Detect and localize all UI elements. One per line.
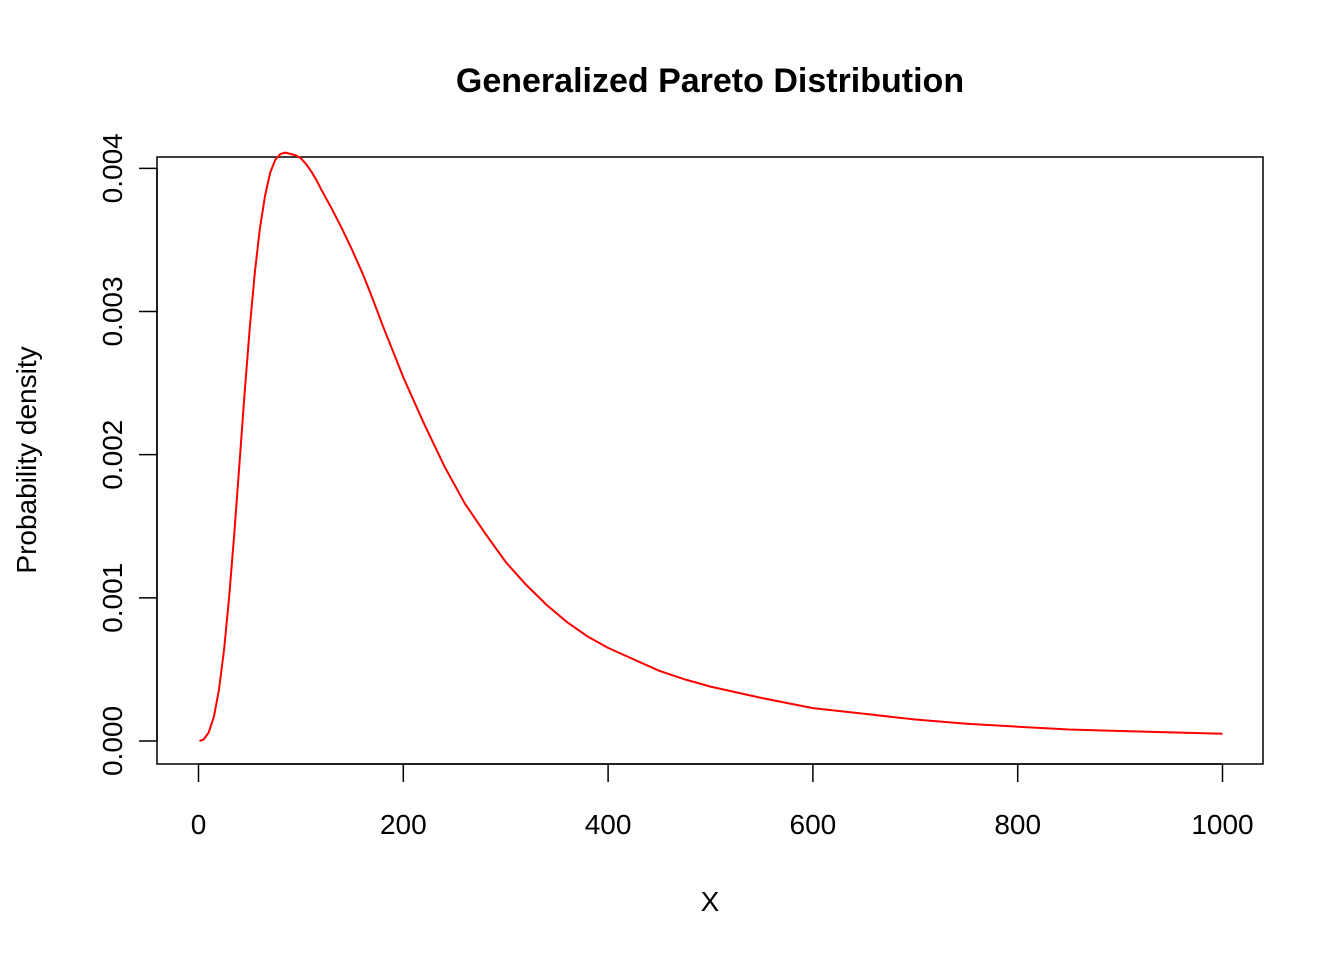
y-tick-label: 0.004 <box>97 133 128 203</box>
y-axis: 0.000 0.001 0.002 0.003 0.004 <box>97 133 158 776</box>
x-tick-label: 600 <box>790 809 837 840</box>
x-tick-label: 1000 <box>1191 809 1253 840</box>
x-axis: 0 200 400 600 800 1000 <box>191 763 1254 840</box>
chart-title: Generalized Pareto Distribution <box>456 62 964 100</box>
x-tick-label: 0 <box>191 809 207 840</box>
y-axis-label: Probability density <box>11 346 42 573</box>
x-axis-label: X <box>701 886 720 917</box>
series-line <box>199 151 1223 742</box>
y-tick-label: 0.000 <box>97 706 128 776</box>
plot-box <box>156 156 1264 765</box>
y-tick-label: 0.003 <box>97 276 128 346</box>
y-tick-label: 0.002 <box>97 420 128 490</box>
y-tick-label: 0.001 <box>97 563 128 633</box>
x-tick-label: 200 <box>380 809 427 840</box>
x-tick-label: 400 <box>585 809 632 840</box>
series-group <box>199 151 1223 742</box>
x-tick-label: 800 <box>994 809 1041 840</box>
